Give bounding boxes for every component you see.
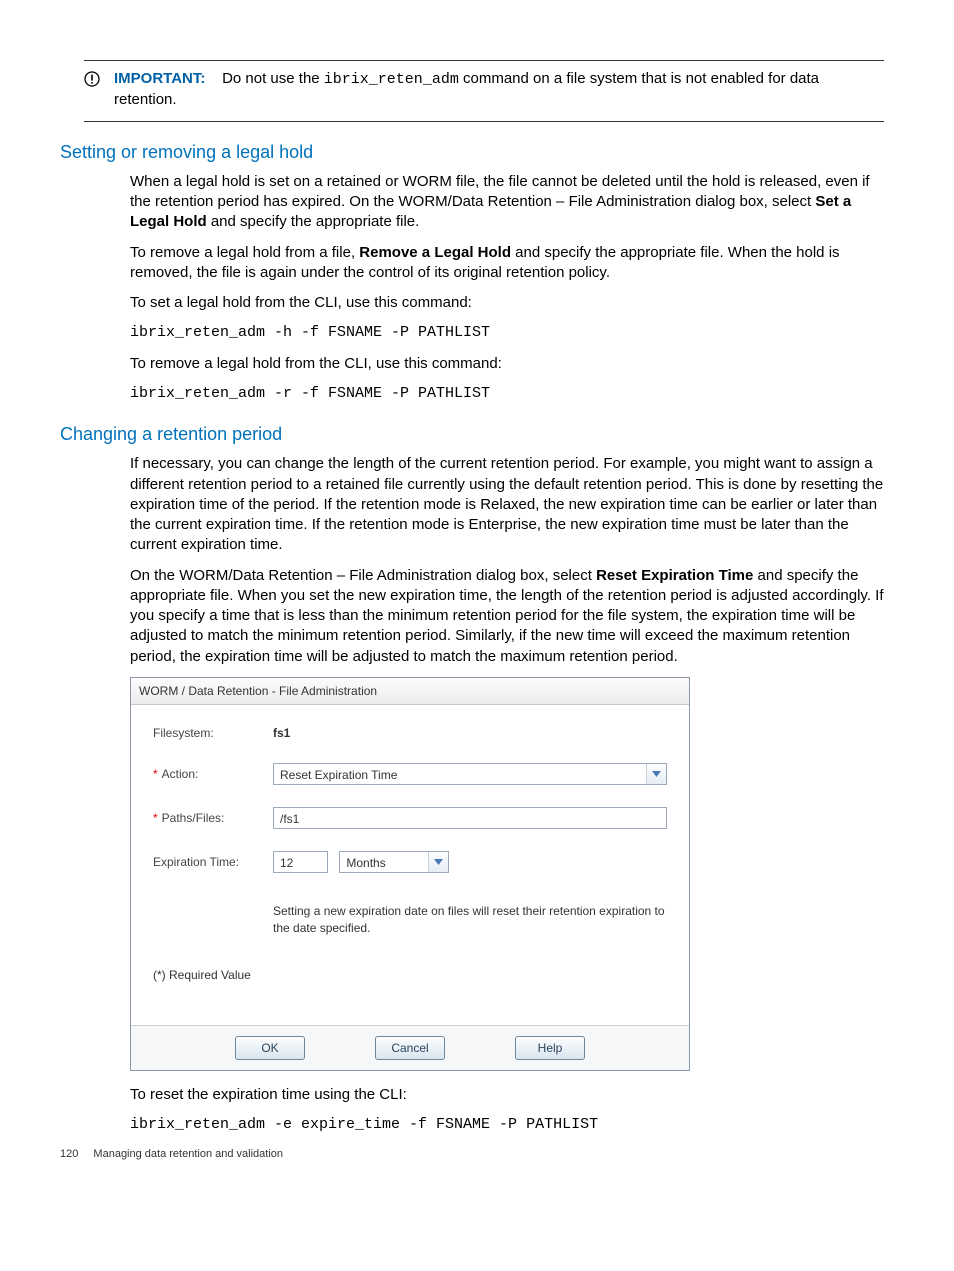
action-value: Reset Expiration Time [274, 764, 646, 784]
important-text-before: Do not use the [222, 70, 324, 87]
chapter-title: Managing data retention and validation [93, 1148, 283, 1160]
cmd-reset-expiration: ibrix_reten_adm -e expire_time -f FSNAME… [130, 1115, 884, 1135]
para-s1-2: To remove a legal hold from a file, Remo… [130, 243, 884, 284]
action-dropdown-btn[interactable] [646, 764, 666, 784]
expiration-unit-value: Months [340, 852, 428, 872]
para-s2-1: If necessary, you can change the length … [130, 454, 884, 555]
para-s2-3: To reset the expiration time using the C… [130, 1085, 884, 1105]
dialog-title: WORM / Data Retention - File Administrat… [131, 678, 689, 705]
heading-legal-hold: Setting or removing a legal hold [60, 140, 884, 164]
heading-retention-period: Changing a retention period [60, 422, 884, 446]
label-expiration: Expiration Time: [153, 854, 273, 870]
important-label: IMPORTANT: [114, 70, 205, 87]
dialog-note: Setting a new expiration date on files w… [273, 903, 667, 937]
important-code: ibrix_reten_adm [324, 71, 459, 88]
expiration-unit-btn[interactable] [428, 852, 448, 872]
para-s1-4: To remove a legal hold from the CLI, use… [130, 354, 884, 374]
important-callout: IMPORTANT: Do not use the ibrix_reten_ad… [84, 60, 884, 122]
cmd-set-hold: ibrix_reten_adm -h -f FSNAME -P PATHLIST [130, 323, 884, 343]
para-s1-3: To set a legal hold from the CLI, use th… [130, 293, 884, 313]
value-filesystem: fs1 [273, 725, 667, 741]
page-number: 120 [60, 1148, 78, 1160]
para-s1-1: When a legal hold is set on a retained o… [130, 172, 884, 233]
page-footer: 120 Managing data retention and validati… [60, 1147, 283, 1162]
file-admin-dialog: WORM / Data Retention - File Administrat… [130, 677, 690, 1071]
ok-button[interactable]: OK [235, 1036, 305, 1060]
important-text-after: command on a file system that is not ena… [114, 70, 819, 108]
cancel-button[interactable]: Cancel [375, 1036, 445, 1060]
para-s2-2: On the WORM/Data Retention – File Admini… [130, 566, 884, 667]
label-action: *Action: [153, 766, 273, 782]
expiration-unit-dropdown[interactable]: Months [339, 851, 449, 873]
important-icon [84, 74, 100, 91]
chevron-down-icon [652, 771, 661, 777]
dialog-required: (*) Required Value [153, 967, 667, 983]
paths-input[interactable]: /fs1 [273, 807, 667, 829]
chevron-down-icon [434, 859, 443, 865]
label-paths: *Paths/Files: [153, 810, 273, 826]
help-button[interactable]: Help [515, 1036, 585, 1060]
action-dropdown[interactable]: Reset Expiration Time [273, 763, 667, 785]
expiration-number-input[interactable]: 12 [273, 851, 328, 873]
cmd-remove-hold: ibrix_reten_adm -r -f FSNAME -P PATHLIST [130, 384, 884, 404]
label-filesystem: Filesystem: [153, 725, 273, 741]
